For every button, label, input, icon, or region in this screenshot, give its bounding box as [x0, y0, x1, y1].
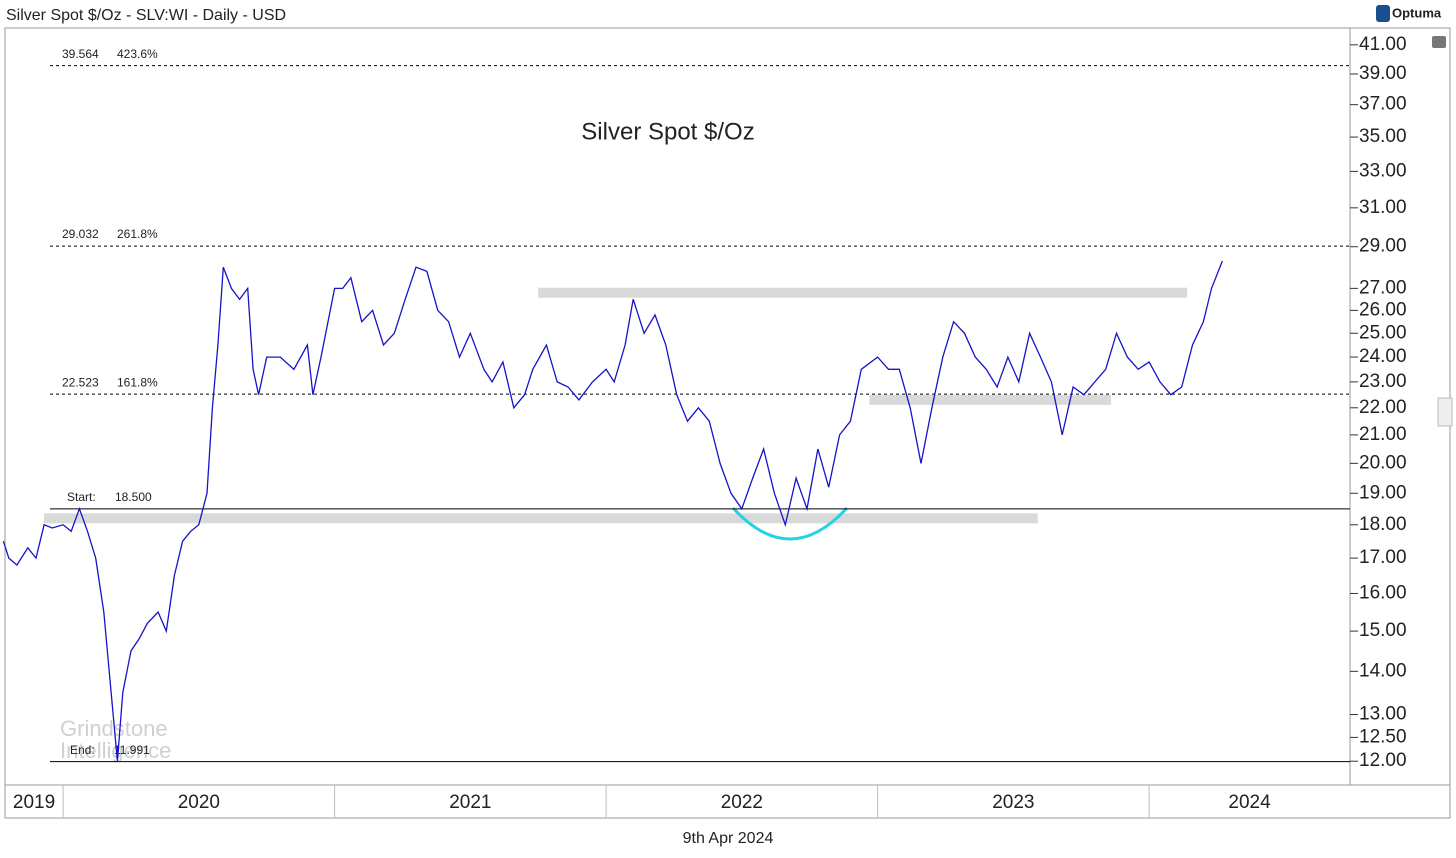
zone — [44, 513, 1038, 524]
y-tick-label: 13.00 — [1359, 704, 1407, 725]
y-tick-label: 12.00 — [1359, 750, 1407, 771]
y-tick-label: 33.00 — [1359, 160, 1407, 181]
start-value: 18.500 — [115, 490, 152, 504]
level-value: 39.564 — [62, 47, 99, 61]
lock-icon[interactable] — [1432, 36, 1446, 48]
level-ratio: 423.6% — [117, 47, 158, 61]
level-value: 29.032 — [62, 227, 99, 241]
y-tick-label: 23.00 — [1359, 371, 1407, 392]
collapse-button[interactable] — [1437, 397, 1453, 427]
y-tick-label: 31.00 — [1359, 197, 1407, 218]
y-tick-label: 15.00 — [1359, 620, 1407, 641]
chart-title: Silver Spot $/Oz — [581, 118, 754, 145]
x-tick-label: 2021 — [449, 792, 491, 813]
x-tick-label: 2022 — [721, 792, 763, 813]
y-tick-label: 16.00 — [1359, 582, 1407, 603]
y-tick-label: 19.00 — [1359, 482, 1407, 503]
level-ratio: 261.8% — [117, 227, 158, 241]
x-tick-label: 2019 — [13, 792, 55, 813]
y-tick-label: 17.00 — [1359, 547, 1407, 568]
logo-icon — [1376, 5, 1390, 22]
y-tick-label: 29.00 — [1359, 236, 1407, 257]
level-value: 22.523 — [62, 375, 99, 389]
y-tick-label: 26.00 — [1359, 299, 1407, 320]
highlight-arc — [731, 506, 849, 541]
y-tick-label: 14.00 — [1359, 660, 1407, 681]
y-tick-label: 25.00 — [1359, 322, 1407, 343]
y-tick-label: 39.00 — [1359, 63, 1407, 84]
frame — [4, 27, 1451, 819]
header: Silver Spot $/Oz - SLV:WI - Daily - USD — [6, 7, 286, 24]
start-name: Start: — [67, 490, 96, 504]
zone — [538, 287, 1188, 298]
y-tick-label: 35.00 — [1359, 126, 1407, 147]
end-value: 11.991 — [114, 743, 150, 757]
price-line — [2, 260, 1224, 762]
x-tick-label: 2024 — [1228, 792, 1271, 813]
end-name: End: — [70, 743, 95, 757]
y-tick-label: 22.00 — [1359, 397, 1407, 418]
x-tick-label: 2023 — [992, 792, 1034, 813]
y-tick-label: 24.00 — [1359, 346, 1407, 367]
zone — [869, 394, 1112, 405]
y-tick-label: 18.00 — [1359, 514, 1407, 535]
date: 9th Apr 2024 — [683, 830, 774, 847]
y-tick-label: 37.00 — [1359, 94, 1407, 115]
y-tick-label: 21.00 — [1359, 424, 1407, 445]
x-tick-label: 2020 — [178, 792, 220, 813]
y-tick-label: 27.00 — [1359, 277, 1407, 298]
level-ratio: 161.8% — [117, 375, 158, 389]
y-tick-label: 20.00 — [1359, 452, 1407, 473]
brand: Optuma — [1392, 5, 1442, 20]
y-tick-label: 12.50 — [1359, 726, 1407, 747]
y-tick-label: 41.00 — [1359, 34, 1407, 55]
